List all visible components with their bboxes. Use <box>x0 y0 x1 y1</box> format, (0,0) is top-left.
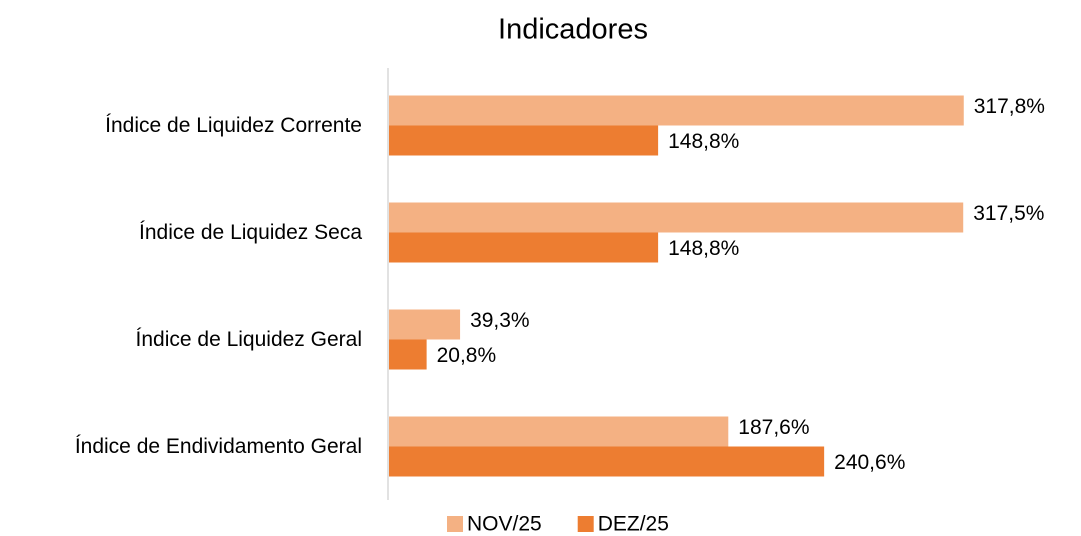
bar <box>389 446 825 477</box>
bar <box>389 95 964 126</box>
bar <box>389 309 461 340</box>
category-text: Índice de Liquidez Seca <box>139 220 362 244</box>
data-label: 317,5% <box>973 202 1044 225</box>
data-label: 148,8% <box>668 237 739 260</box>
data-label: 20,8% <box>437 344 497 367</box>
bar <box>389 339 427 370</box>
data-label: 187,6% <box>738 416 809 439</box>
legend-swatch <box>447 516 463 532</box>
bar <box>389 416 729 447</box>
bar <box>389 202 964 233</box>
category-text: Índice de Endividamento Geral <box>74 434 362 458</box>
legend-label: DEZ/25 <box>598 513 669 536</box>
data-label: 148,8% <box>668 130 739 153</box>
bar <box>389 125 659 156</box>
category-label: Índice de Endividamento Geral <box>75 432 362 462</box>
category-label: Índice de Liquidez Seca <box>139 218 362 248</box>
category-text: Índice de Liquidez Geral <box>135 327 362 351</box>
data-label: 240,6% <box>834 451 905 474</box>
category-label: Índice de Liquidez Corrente <box>105 111 362 141</box>
legend-swatch <box>577 516 594 532</box>
data-label: 317,8% <box>974 95 1045 118</box>
data-label: 39,3% <box>470 309 530 332</box>
chart-title: Indicadores <box>498 14 648 46</box>
legend-label: NOV/25 <box>467 513 542 536</box>
category-text: Índice de Liquidez Corrente <box>105 113 362 137</box>
category-label: Índice de Liquidez Geral <box>136 325 362 355</box>
bar <box>389 232 659 263</box>
